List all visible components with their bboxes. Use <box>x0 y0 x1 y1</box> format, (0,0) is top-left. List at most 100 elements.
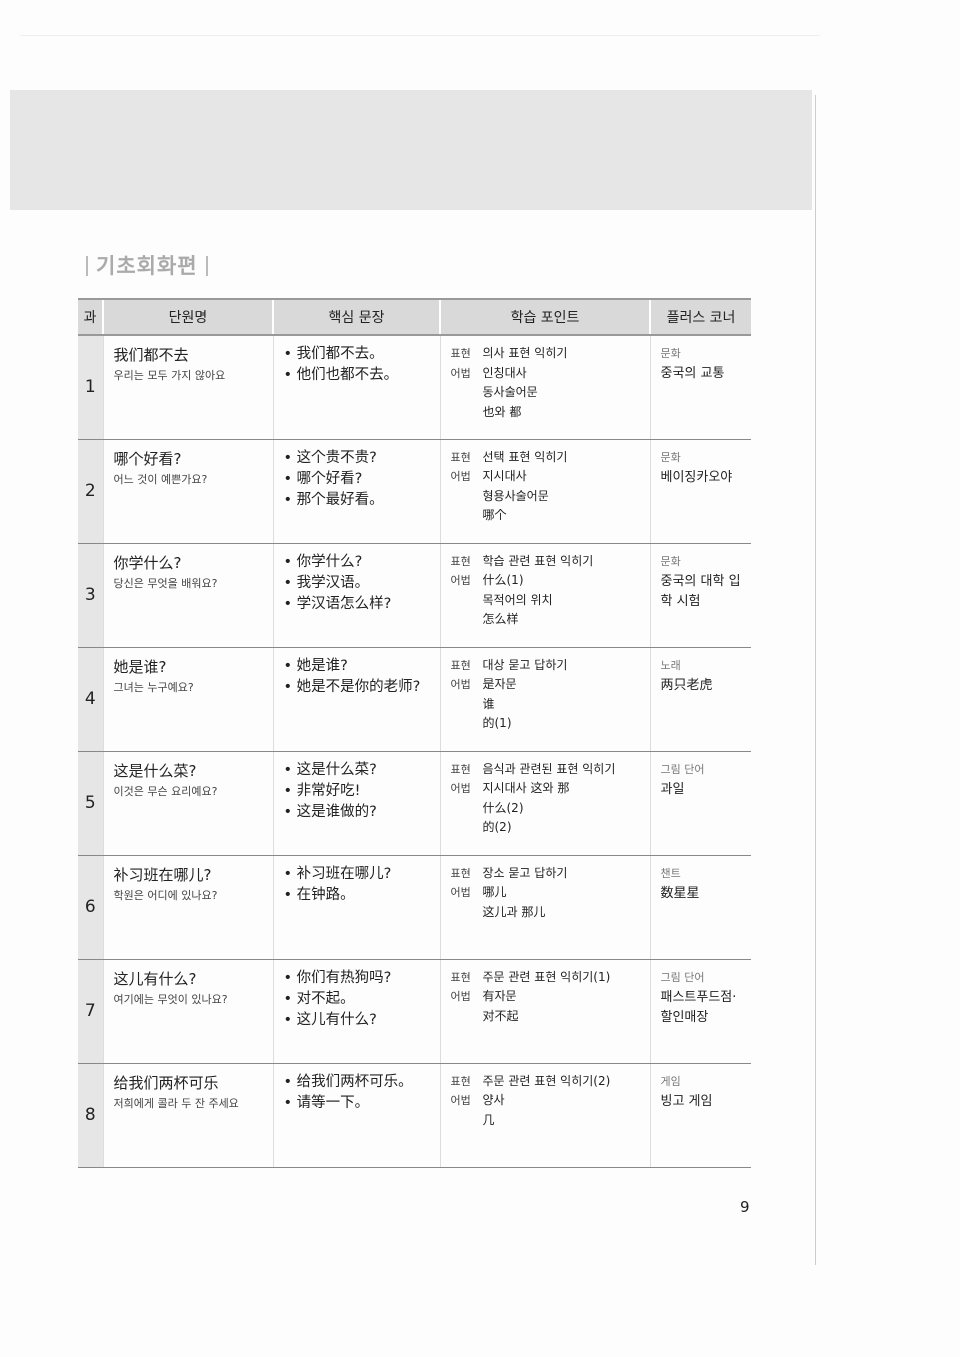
point-label: 표현 <box>450 347 471 360</box>
point-item: 什么(1) <box>482 573 524 587</box>
key-sentence: 这是什么菜? <box>284 760 432 781</box>
key-sentence: 那个最好看。 <box>284 490 432 511</box>
unit-subtitle: 학원은 어디에 있나요? <box>113 888 218 902</box>
key-sentence: 她是谁? <box>284 656 432 677</box>
lesson-number: 6 <box>78 855 103 960</box>
page-number: 9 <box>740 1198 750 1216</box>
point-group: 어법 지시대사 형용사술어문 哪个 <box>451 467 642 526</box>
corner-label: 노래 <box>660 658 681 672</box>
corner-cell: 그림 단어 패스트푸드점·할인매장 <box>649 959 751 1064</box>
unit-title: 她是谁? <box>113 657 167 676</box>
point-item: 谁 <box>482 696 495 711</box>
point-item: 有자문 <box>482 989 517 1003</box>
points-cell: 표현 학습 관련 표현 익히기 어법 什么(1) 목적어의 위치 怎么样 <box>439 543 650 648</box>
point-label: 표현 <box>450 658 471 672</box>
point-item: 동사술어문 <box>482 385 538 399</box>
lesson-number: 4 <box>78 647 103 752</box>
unit-cell: 哪个好看? 어느 것이 예쁜가요? <box>102 439 273 544</box>
point-group: 표현 주문 관련 표현 익히기(2) <box>451 1072 642 1092</box>
unit-title: 我们都不去 <box>113 346 189 364</box>
unit-cell: 我们都不去 우리는 모두 가지 않아요 <box>102 335 273 440</box>
key-sentence: 她是不是你的老师? <box>284 677 432 698</box>
point-item: 주문 관련 표현 익히기(2) <box>482 1073 611 1088</box>
corner-cell: 노래 两只老虎 <box>649 647 751 752</box>
lesson-number: 8 <box>78 1063 103 1168</box>
point-item: 목적어의 위치 <box>482 592 553 607</box>
point-label: 어법 <box>450 886 471 899</box>
corner-label: 그림 단어 <box>660 970 705 984</box>
column-header: 플러스 코너 <box>649 298 751 336</box>
key-sentence: 补习班在哪儿? <box>284 864 432 885</box>
key-sentence: 你们有热狗吗? <box>284 968 432 989</box>
point-items: 선택 표현 익히기 <box>483 448 568 468</box>
key-sentence: 这儿有什么? <box>284 1010 432 1031</box>
corner-label: 그림 단어 <box>660 762 705 776</box>
key-sentence: 在钟路。 <box>284 885 432 906</box>
point-item: 지시대사 这와 那 <box>482 781 570 795</box>
point-label: 어법 <box>450 470 471 483</box>
point-group: 어법 有자문 对不起 <box>451 987 642 1026</box>
point-item: 선택 표현 익히기 <box>482 449 568 464</box>
point-item: 의사 표현 익히기 <box>482 346 568 360</box>
point-items: 대상 묻고 답하기 <box>483 656 568 676</box>
point-group: 어법 是자문 谁的(1) <box>451 675 642 734</box>
point-label: 표현 <box>450 450 471 464</box>
lesson-number: 5 <box>78 751 103 856</box>
point-label: 어법 <box>450 1094 471 1107</box>
contents-table: 과 단원명 핵심 문장 학습 포인트 플러스 코너 1 我们都不去 우리는 모두 가지 않아… <box>78 298 751 1168</box>
unit-subtitle: 어느 것이 예쁜가요? <box>113 472 208 486</box>
point-items: 음식과 관련된 표현 익히기 <box>483 760 616 780</box>
points-cell: 표현 주문 관련 표현 익히기(2) 어법 양사 几 <box>439 1063 650 1168</box>
sentences-cell: 给我们两杯可乐。请等一下。 <box>272 1063 440 1168</box>
page-edge <box>815 95 816 1265</box>
point-group: 표현 대상 묻고 답하기 <box>451 656 642 676</box>
corner-cell: 챈트 数星星 <box>649 855 751 960</box>
point-item: 학습 관련 표현 익히기 <box>482 553 594 568</box>
point-group: 어법 什么(1) 목적어의 위치 怎么样 <box>451 571 642 630</box>
header-band <box>10 90 812 210</box>
point-label: 표현 <box>450 762 471 776</box>
corner-text: 중국의 대학 입학 시험 <box>660 573 741 609</box>
corner-label: 문화 <box>660 450 681 464</box>
lesson-number: 1 <box>78 335 103 440</box>
point-group: 어법 양사 几 <box>451 1091 642 1130</box>
corner-cell: 문화 중국의 교통 <box>649 335 751 440</box>
point-item: 인칭대사 <box>482 365 527 380</box>
lesson-number: 7 <box>78 959 103 1064</box>
corner-text: 과일 <box>660 781 685 797</box>
point-items: 양사 几 <box>483 1091 505 1130</box>
corner-text: 两只老虎 <box>660 677 713 693</box>
point-group: 표현 주문 관련 표현 익히기(1) <box>451 968 642 988</box>
corner-cell: 문화 중국의 대학 입학 시험 <box>649 543 751 648</box>
corner-cell: 문화 베이징카오야 <box>649 439 751 544</box>
unit-cell: 你学什么? 당신은 무엇을 배워요? <box>102 543 273 648</box>
corner-label: 게임 <box>660 1074 681 1088</box>
unit-cell: 给我们两杯可乐 저희에게 콜라 두 잔 주세요 <box>102 1063 273 1168</box>
rule <box>20 35 820 36</box>
point-item: 这儿과 那儿 <box>482 904 546 919</box>
point-items: 有자문 对不起 <box>483 987 519 1026</box>
unit-title: 这儿有什么? <box>113 969 197 988</box>
point-group: 어법 지시대사 这와 那什么(2) 的(2) <box>451 779 642 838</box>
points-cell: 표현 주문 관련 표현 익히기(1) 어법 有자문 对不起 <box>439 959 650 1064</box>
point-items: 주문 관련 표현 익히기(1) <box>483 968 611 988</box>
key-sentence: 我们都不去。 <box>284 344 432 365</box>
key-sentence: 给我们两杯可乐。 <box>284 1072 432 1093</box>
unit-subtitle: 우리는 모두 가지 않아요 <box>113 369 226 382</box>
point-items: 의사 표현 익히기 <box>483 344 568 364</box>
key-sentence: 这是谁做的? <box>284 802 432 823</box>
point-item: 怎么样 <box>482 612 519 626</box>
point-group: 표현 학습 관련 표현 익히기 <box>451 552 642 572</box>
sentences-cell: 补习班在哪儿?在钟路。 <box>272 855 440 960</box>
column-header: 핵심 문장 <box>272 298 440 336</box>
sentences-cell: 你们有热狗吗?对不起。这儿有什么? <box>272 959 440 1064</box>
unit-title: 补习班在哪儿? <box>113 865 212 884</box>
point-group: 표현 의사 표현 익히기 <box>451 344 642 364</box>
point-label: 표현 <box>450 866 471 880</box>
lesson-number: 3 <box>78 543 103 648</box>
point-label: 어법 <box>450 990 471 1003</box>
